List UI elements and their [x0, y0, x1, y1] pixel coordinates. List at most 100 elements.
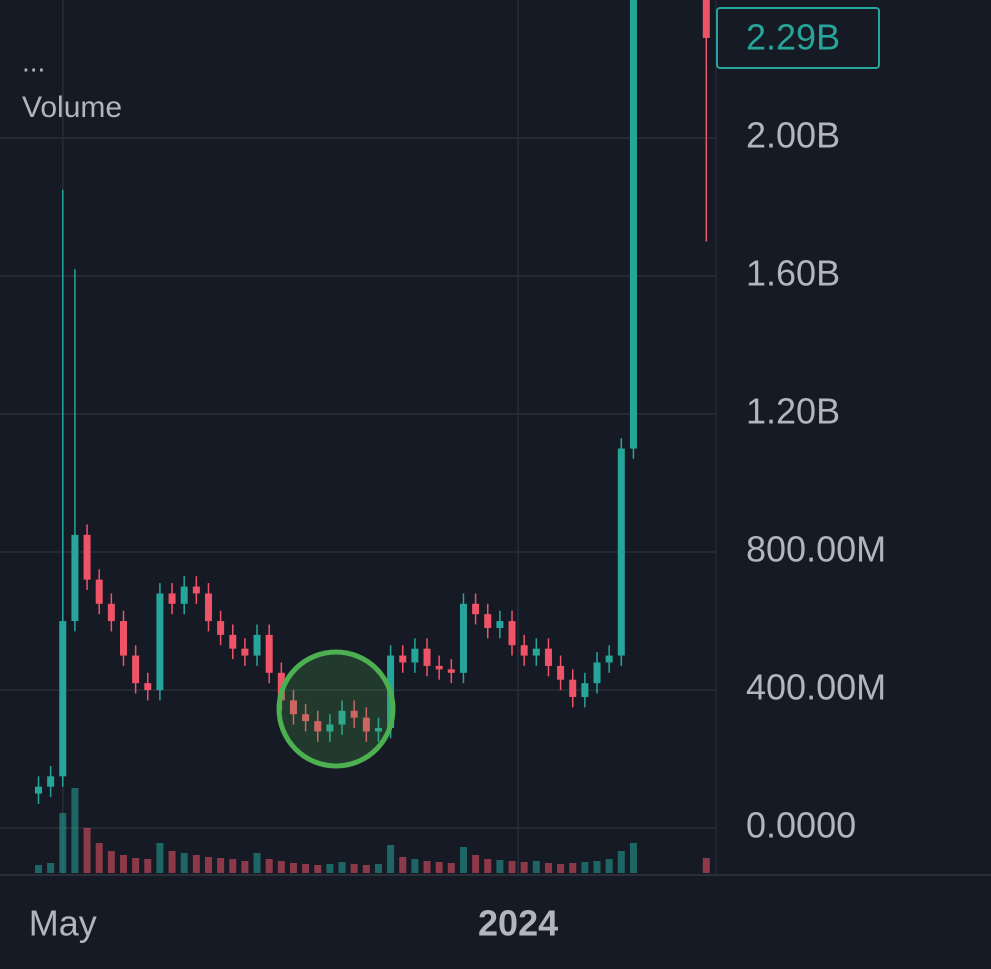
candle-body — [119, 621, 127, 656]
candle-body — [423, 648, 431, 666]
volume-bar — [34, 865, 42, 873]
volume-bar — [95, 843, 103, 873]
volume-bar — [520, 862, 528, 873]
volume-bar — [192, 855, 200, 873]
volume-bar — [241, 861, 249, 873]
candle-body — [302, 714, 310, 722]
volume-bar — [265, 859, 273, 873]
volume-bar — [617, 851, 625, 873]
volume-bar — [168, 851, 176, 873]
candle-body — [289, 700, 297, 715]
volume-bar — [629, 843, 637, 873]
x-tick-label: 2024 — [478, 903, 558, 944]
candle-body — [702, 0, 710, 38]
candle-body — [411, 648, 419, 663]
volume-layer — [34, 788, 710, 873]
candle-body — [374, 728, 382, 732]
pane-title: Volume — [22, 91, 122, 124]
volume-bar — [399, 857, 407, 873]
volume-bar — [326, 864, 334, 873]
candle-layer — [34, 0, 710, 804]
volume-bar — [472, 855, 480, 873]
candle-body — [217, 621, 225, 635]
volume-bar — [314, 865, 322, 873]
last-value-label: 2.29B — [746, 16, 840, 57]
volume-bar — [83, 828, 91, 873]
volume-bar — [180, 853, 188, 873]
volume-bar — [557, 864, 565, 873]
volume-bar — [508, 861, 516, 873]
candle-body — [180, 586, 188, 604]
volume-bar — [459, 847, 467, 873]
volume-bar — [59, 813, 67, 873]
volume-bar — [569, 863, 577, 873]
candle-body — [569, 679, 577, 697]
axis-labels: 0.0000 400.00M 800.00M 1.20B 1.60B 2.00B May 20… — [29, 6, 886, 944]
volume-bar — [144, 859, 152, 873]
volume-bar — [107, 851, 115, 873]
candle-body — [362, 717, 370, 732]
candle-body — [350, 710, 358, 718]
y-tick-label: 0.0000 — [746, 805, 856, 846]
y-tick-label: 2.00B — [746, 115, 840, 156]
volume-bar — [605, 859, 613, 873]
volume-bar — [484, 859, 492, 873]
volume-bar — [338, 862, 346, 873]
candle-body — [265, 634, 273, 673]
candle-body — [459, 603, 467, 673]
volume-bar — [702, 858, 710, 873]
candle-body — [508, 621, 516, 646]
volume-bar — [581, 862, 589, 873]
volume-bar — [435, 862, 443, 873]
menu-dots[interactable]: ... — [22, 46, 45, 77]
candle-body — [557, 665, 565, 680]
volume-bar — [362, 865, 370, 873]
candle-body — [132, 655, 140, 684]
volume-bar — [302, 864, 310, 873]
candle-body — [95, 579, 103, 604]
candle-body — [593, 662, 601, 684]
volume-bar — [350, 864, 358, 873]
x-tick-label: May — [29, 903, 97, 944]
volume-bar — [544, 863, 552, 873]
candle-body — [253, 634, 261, 656]
volume-bar — [532, 861, 540, 873]
volume-bar — [229, 859, 237, 873]
candle-body — [59, 621, 67, 777]
volume-bar — [423, 861, 431, 873]
volume-bar — [277, 861, 285, 873]
highlight-circle — [276, 649, 396, 769]
candle-body — [338, 710, 346, 725]
volume-bar — [374, 864, 382, 873]
volume-bar — [447, 863, 455, 873]
y-tick-label: 800.00M — [746, 529, 886, 570]
volume-bar — [217, 858, 225, 873]
candle-body — [472, 603, 480, 615]
candle-body — [484, 614, 492, 628]
candle-body — [192, 586, 200, 594]
candle-body — [617, 448, 625, 656]
candle-body — [326, 724, 334, 732]
candle-body — [71, 534, 79, 622]
candle-body — [520, 645, 528, 656]
volume-bar — [411, 859, 419, 873]
volume-bar — [204, 857, 212, 873]
candle-body — [447, 669, 455, 673]
candle-body — [168, 593, 176, 604]
volume-bar — [496, 860, 504, 873]
y-tick-label: 1.60B — [746, 253, 840, 294]
volume-bar — [47, 863, 55, 873]
candle-body — [241, 648, 249, 656]
volume-bar — [387, 845, 395, 873]
candle-body — [629, 0, 637, 449]
candle-body — [605, 655, 613, 663]
candle-body — [204, 593, 212, 622]
candle-body — [229, 634, 237, 649]
candle-body — [399, 655, 407, 663]
candle-body — [544, 648, 552, 666]
volume-bar — [253, 853, 261, 873]
last-value-box — [716, 6, 880, 69]
y-tick-label: 400.00M — [746, 667, 886, 708]
